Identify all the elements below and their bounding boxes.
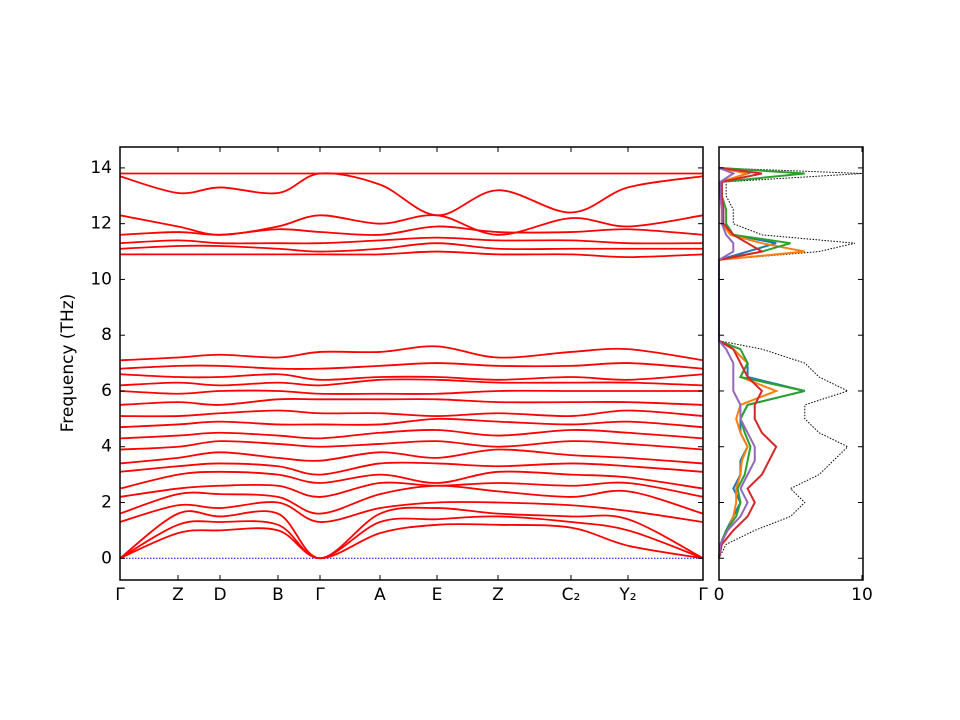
dos-line xyxy=(718,167,863,559)
band-line xyxy=(119,523,704,560)
band-line xyxy=(119,373,704,381)
band-line xyxy=(119,515,704,560)
x-tick-label: Γ xyxy=(115,585,125,605)
y-tick-label: 8 xyxy=(101,325,112,345)
y-axis-label: Frequency (THz) xyxy=(58,294,78,433)
plot-frame xyxy=(119,146,704,581)
dos-line xyxy=(718,166,756,559)
y-tick-label: 10 xyxy=(90,269,112,289)
x-tick-label: Y₂ xyxy=(618,585,636,605)
band-line xyxy=(119,398,704,406)
x-tick-label: Γ xyxy=(315,585,325,605)
y-tick-label: 6 xyxy=(101,381,112,401)
x-tick-label: Z xyxy=(172,585,184,605)
y-tick-label: 12 xyxy=(90,214,112,234)
x-tick-label: A xyxy=(374,585,386,605)
x-tick-label: D xyxy=(213,585,226,605)
band-line xyxy=(119,389,703,395)
x-tick-label: Γ xyxy=(698,585,708,605)
x-tick-label: C₂ xyxy=(562,585,581,605)
band-line xyxy=(119,461,704,476)
y-tick-label: 4 xyxy=(101,437,112,457)
band-line xyxy=(119,470,704,490)
band-line xyxy=(119,172,704,217)
band-line xyxy=(119,501,704,523)
plot-frame xyxy=(718,146,864,581)
band-line xyxy=(119,242,703,253)
band-line xyxy=(119,236,704,245)
band-line xyxy=(120,250,704,259)
band-line xyxy=(119,345,704,362)
y-tick-label: 2 xyxy=(101,492,112,512)
y-tick-label: 14 xyxy=(90,158,112,178)
x-tick-label: E xyxy=(432,585,443,605)
band-line xyxy=(119,429,704,440)
x-tick-label: Z xyxy=(492,585,504,605)
x-tick-label: 0 xyxy=(714,585,725,605)
band-line xyxy=(119,481,704,498)
dos-line xyxy=(718,166,778,559)
band-line xyxy=(119,448,704,465)
x-tick-label: B xyxy=(272,585,284,605)
dos-line xyxy=(718,166,806,559)
x-tick-label: 10 xyxy=(851,585,873,605)
band-line xyxy=(119,440,704,451)
band-line xyxy=(119,214,704,236)
y-tick-label: 0 xyxy=(101,548,112,568)
band-line xyxy=(119,506,704,560)
band-line xyxy=(119,409,704,418)
band-line xyxy=(119,484,704,515)
band-line xyxy=(119,362,704,370)
band-line xyxy=(119,417,704,429)
band-line xyxy=(119,378,704,387)
